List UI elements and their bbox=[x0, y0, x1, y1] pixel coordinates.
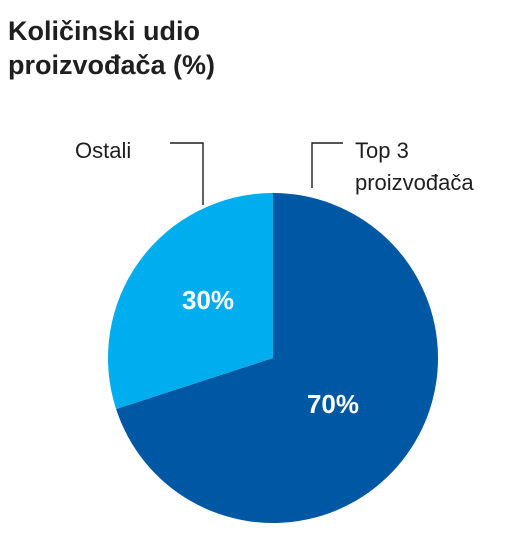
data-label-ostali: 30% bbox=[182, 285, 234, 315]
legend-label-top3-line-1: Top 3 bbox=[355, 138, 409, 163]
leader-line-ostali bbox=[170, 142, 204, 205]
chart-title-line-2: proizvođača (%) bbox=[8, 50, 216, 80]
legend-label-top3-line-2: proizvođača bbox=[355, 170, 474, 195]
leader-lines bbox=[170, 142, 343, 205]
chart-title: Količinski udio proizvođača (%) bbox=[8, 14, 328, 82]
leader-line-top3 bbox=[311, 142, 343, 188]
chart-title-line-1: Količinski udio bbox=[8, 16, 201, 46]
pie-slices bbox=[108, 193, 439, 523]
legend-label-ostali: Ostali bbox=[75, 138, 131, 163]
pie-slice-top-3-proizvođača bbox=[116, 193, 439, 523]
data-label-top3: 70% bbox=[307, 389, 359, 419]
pie-slice-ostali bbox=[108, 193, 273, 409]
